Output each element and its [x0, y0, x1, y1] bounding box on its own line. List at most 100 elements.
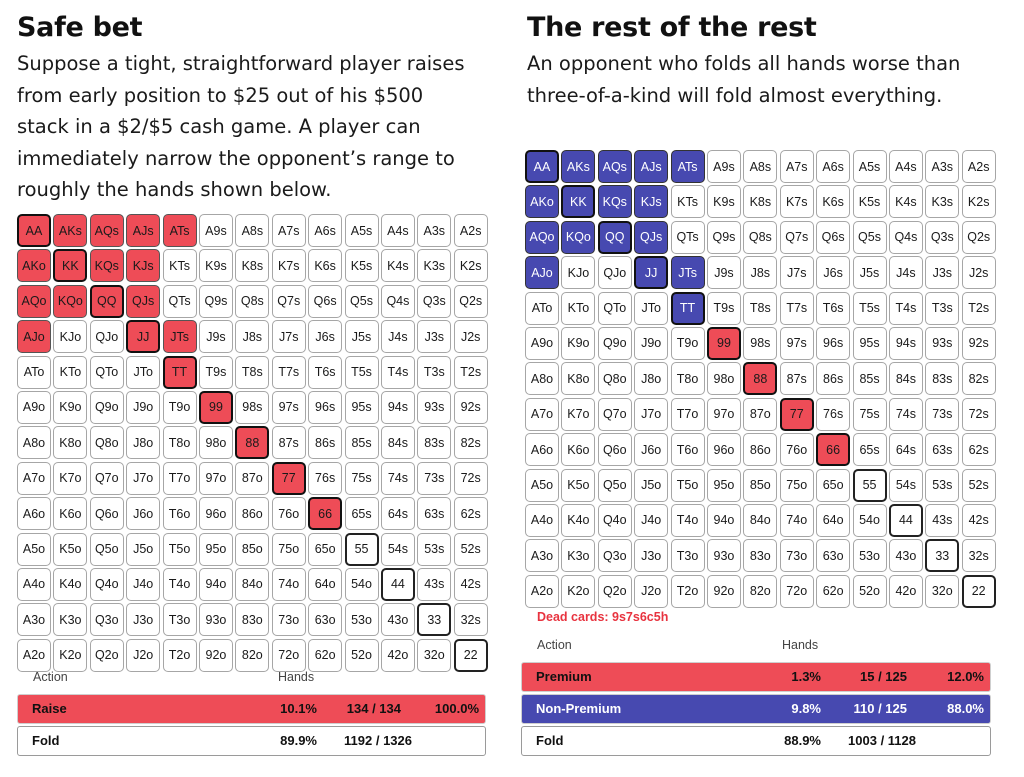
- hand-cell-42s: 42s: [453, 567, 488, 601]
- hand-cell-55: 55: [852, 468, 887, 502]
- hand-cell-k7s: K7s: [779, 185, 814, 219]
- hand-cell-qq: QQ: [597, 220, 632, 254]
- hand-cell-22: 22: [453, 638, 488, 672]
- hand-cell-ats: ATs: [670, 150, 705, 183]
- hand-cell-k5o: K5o: [53, 532, 88, 566]
- action-share: 100.0%: [434, 701, 479, 716]
- hand-cell-t7o: T7o: [162, 461, 197, 495]
- hand-cell-q6o: Q6o: [597, 433, 632, 467]
- hand-cell-q5s: Q5s: [344, 284, 379, 318]
- hand-cell-kjo: KJo: [53, 320, 88, 354]
- hand-cell-64s: 64s: [380, 497, 415, 531]
- hand-cell-88: 88: [235, 426, 270, 460]
- action-share: 88.0%: [947, 701, 984, 716]
- hand-cell-k3o: K3o: [53, 603, 88, 637]
- hand-cell-a9o: A9o: [525, 326, 559, 360]
- hand-cell-q2s: Q2s: [453, 284, 488, 318]
- hand-cell-52o: 52o: [344, 638, 379, 672]
- hand-cell-a3s: A3s: [417, 214, 452, 247]
- hand-cell-q2o: Q2o: [597, 574, 632, 608]
- hand-cell-a9s: A9s: [706, 150, 741, 183]
- hand-cell-97o: 97o: [198, 461, 233, 495]
- hand-cell-65s: 65s: [344, 497, 379, 531]
- hand-cell-76s: 76s: [308, 461, 343, 495]
- hand-cell-a8o: A8o: [17, 426, 51, 460]
- hand-cell-jto: JTo: [126, 355, 161, 389]
- hand-cell-87s: 87s: [779, 362, 814, 396]
- hand-cell-q6s: Q6s: [308, 284, 343, 318]
- hand-cell-aks: AKs: [53, 214, 88, 247]
- action-label: Premium: [536, 669, 592, 684]
- hand-cell-aa: AA: [525, 150, 559, 183]
- hand-cell-65s: 65s: [852, 433, 887, 467]
- hand-cell-99: 99: [706, 326, 741, 360]
- hand-cell-k4o: K4o: [53, 567, 88, 601]
- hand-cell-72s: 72s: [961, 397, 996, 431]
- hand-cell-aks: AKs: [561, 150, 596, 183]
- hand-cell-a6o: A6o: [17, 497, 51, 531]
- hand-cell-96s: 96s: [816, 326, 851, 360]
- hand-cell-k4o: K4o: [561, 503, 596, 537]
- hand-cell-k6s: K6s: [816, 185, 851, 219]
- hand-cell-72o: 72o: [271, 638, 306, 672]
- hand-cell-ajo: AJo: [525, 256, 559, 290]
- hand-cell-j8s: J8s: [743, 256, 778, 290]
- hand-cell-87o: 87o: [235, 461, 270, 495]
- hand-cell-q2s: Q2s: [961, 220, 996, 254]
- action-row-premium: Premium 1.3% 15 / 125 12.0%: [521, 662, 991, 692]
- hand-cell-54o: 54o: [852, 503, 887, 537]
- hand-cell-84o: 84o: [235, 567, 270, 601]
- hand-cell-93s: 93s: [417, 390, 452, 424]
- hand-cell-32s: 32s: [453, 603, 488, 637]
- hand-cell-52s: 52s: [453, 532, 488, 566]
- hand-cell-k7o: K7o: [561, 397, 596, 431]
- hand-cell-q5o: Q5o: [597, 468, 632, 502]
- hand-cell-t3s: T3s: [925, 291, 960, 325]
- hand-cell-j4s: J4s: [380, 320, 415, 354]
- hand-cell-93o: 93o: [706, 539, 741, 573]
- hand-cell-t8s: T8s: [743, 291, 778, 325]
- hand-cell-k7o: K7o: [53, 461, 88, 495]
- hand-cell-j6s: J6s: [816, 256, 851, 290]
- hand-cell-j9o: J9o: [126, 390, 161, 424]
- hand-cell-95s: 95s: [852, 326, 887, 360]
- hand-cell-j4o: J4o: [126, 567, 161, 601]
- hand-cell-q4s: Q4s: [888, 220, 923, 254]
- hand-cell-92s: 92s: [961, 326, 996, 360]
- panel-title: The rest of the rest: [527, 12, 817, 43]
- hand-cell-kto: KTo: [561, 291, 596, 325]
- hand-cell-ako: AKo: [525, 185, 559, 219]
- hand-cell-53s: 53s: [925, 468, 960, 502]
- hand-cell-k9s: K9s: [198, 249, 233, 283]
- action-hand-count: 1192 / 1326: [344, 733, 412, 748]
- hand-cell-66: 66: [308, 497, 343, 531]
- hand-cell-k6o: K6o: [53, 497, 88, 531]
- hand-cell-j8o: J8o: [126, 426, 161, 460]
- hand-cell-a5o: A5o: [525, 468, 559, 502]
- hand-cell-t5s: T5s: [852, 291, 887, 325]
- hand-cell-kts: KTs: [670, 185, 705, 219]
- hand-cell-qto: QTo: [89, 355, 124, 389]
- hand-cell-62o: 62o: [816, 574, 851, 608]
- description-line: An opponent who folds all hands worse th…: [527, 52, 961, 75]
- hand-cell-q2o: Q2o: [89, 638, 124, 672]
- action-percent: 88.9%: [784, 733, 821, 748]
- hand-cell-94o: 94o: [198, 567, 233, 601]
- hand-cell-54s: 54s: [888, 468, 923, 502]
- action-percent: 10.1%: [280, 701, 317, 716]
- hand-cell-75o: 75o: [271, 532, 306, 566]
- hand-cell-64s: 64s: [888, 433, 923, 467]
- hand-cell-k8s: K8s: [743, 185, 778, 219]
- hand-cell-77: 77: [271, 461, 306, 495]
- hand-cell-kto: KTo: [53, 355, 88, 389]
- hand-cell-q8s: Q8s: [743, 220, 778, 254]
- hand-cell-k5o: K5o: [561, 468, 596, 502]
- hand-cell-65o: 65o: [816, 468, 851, 502]
- action-label: Non-Premium: [536, 701, 622, 716]
- hand-cell-q8s: Q8s: [235, 284, 270, 318]
- hand-cell-ato: ATo: [17, 355, 51, 389]
- hand-cell-64o: 64o: [816, 503, 851, 537]
- hand-cell-ajs: AJs: [126, 214, 161, 247]
- hand-cell-kjs: KJs: [634, 185, 669, 219]
- hand-cell-k2s: K2s: [961, 185, 996, 219]
